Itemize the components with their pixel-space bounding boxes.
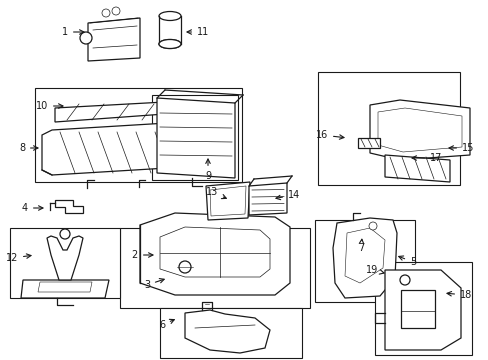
Text: 8: 8 [19,143,38,153]
Ellipse shape [159,40,181,49]
Text: 13: 13 [205,187,226,199]
Text: 17: 17 [411,153,442,163]
Bar [152,95,238,180]
Polygon shape [400,290,434,328]
Text: 10: 10 [36,101,63,111]
Circle shape [112,7,120,15]
Polygon shape [21,280,109,298]
Polygon shape [384,270,460,350]
Text: 7: 7 [357,239,364,253]
Polygon shape [160,227,269,277]
Circle shape [102,9,110,17]
Polygon shape [140,213,289,295]
Ellipse shape [159,40,181,49]
Polygon shape [184,310,269,353]
Polygon shape [369,100,469,160]
Polygon shape [209,186,245,216]
Polygon shape [205,182,249,220]
Bar [317,72,459,185]
Bar [35,88,242,182]
Text: 6: 6 [159,319,174,330]
Polygon shape [332,218,396,298]
Polygon shape [47,236,83,280]
Circle shape [80,32,92,44]
Polygon shape [42,120,217,175]
Text: 15: 15 [448,143,473,153]
Text: 4: 4 [22,203,43,213]
Text: 18: 18 [446,290,471,300]
Bar [160,308,302,358]
Polygon shape [384,155,449,182]
Polygon shape [248,183,286,215]
Circle shape [179,261,191,273]
Polygon shape [345,228,384,283]
Polygon shape [55,200,83,213]
Circle shape [399,275,409,285]
Text: 2: 2 [131,250,153,260]
Polygon shape [377,108,461,152]
Polygon shape [88,18,140,61]
Text: 1: 1 [62,27,84,37]
Text: 5: 5 [398,256,415,267]
Text: 14: 14 [275,190,300,200]
Bar [314,220,414,302]
Ellipse shape [159,12,181,21]
Polygon shape [157,98,235,178]
Text: 19: 19 [365,265,384,275]
Polygon shape [357,138,379,148]
Bar [120,228,309,308]
Circle shape [368,222,376,230]
Text: 12: 12 [6,253,31,263]
Bar [374,262,471,355]
Text: 11: 11 [186,27,209,37]
Text: 3: 3 [143,279,164,290]
Polygon shape [55,102,164,122]
Circle shape [60,229,70,239]
Text: 9: 9 [204,159,211,181]
Bar [10,228,120,298]
Polygon shape [38,282,92,292]
Text: 16: 16 [315,130,343,140]
